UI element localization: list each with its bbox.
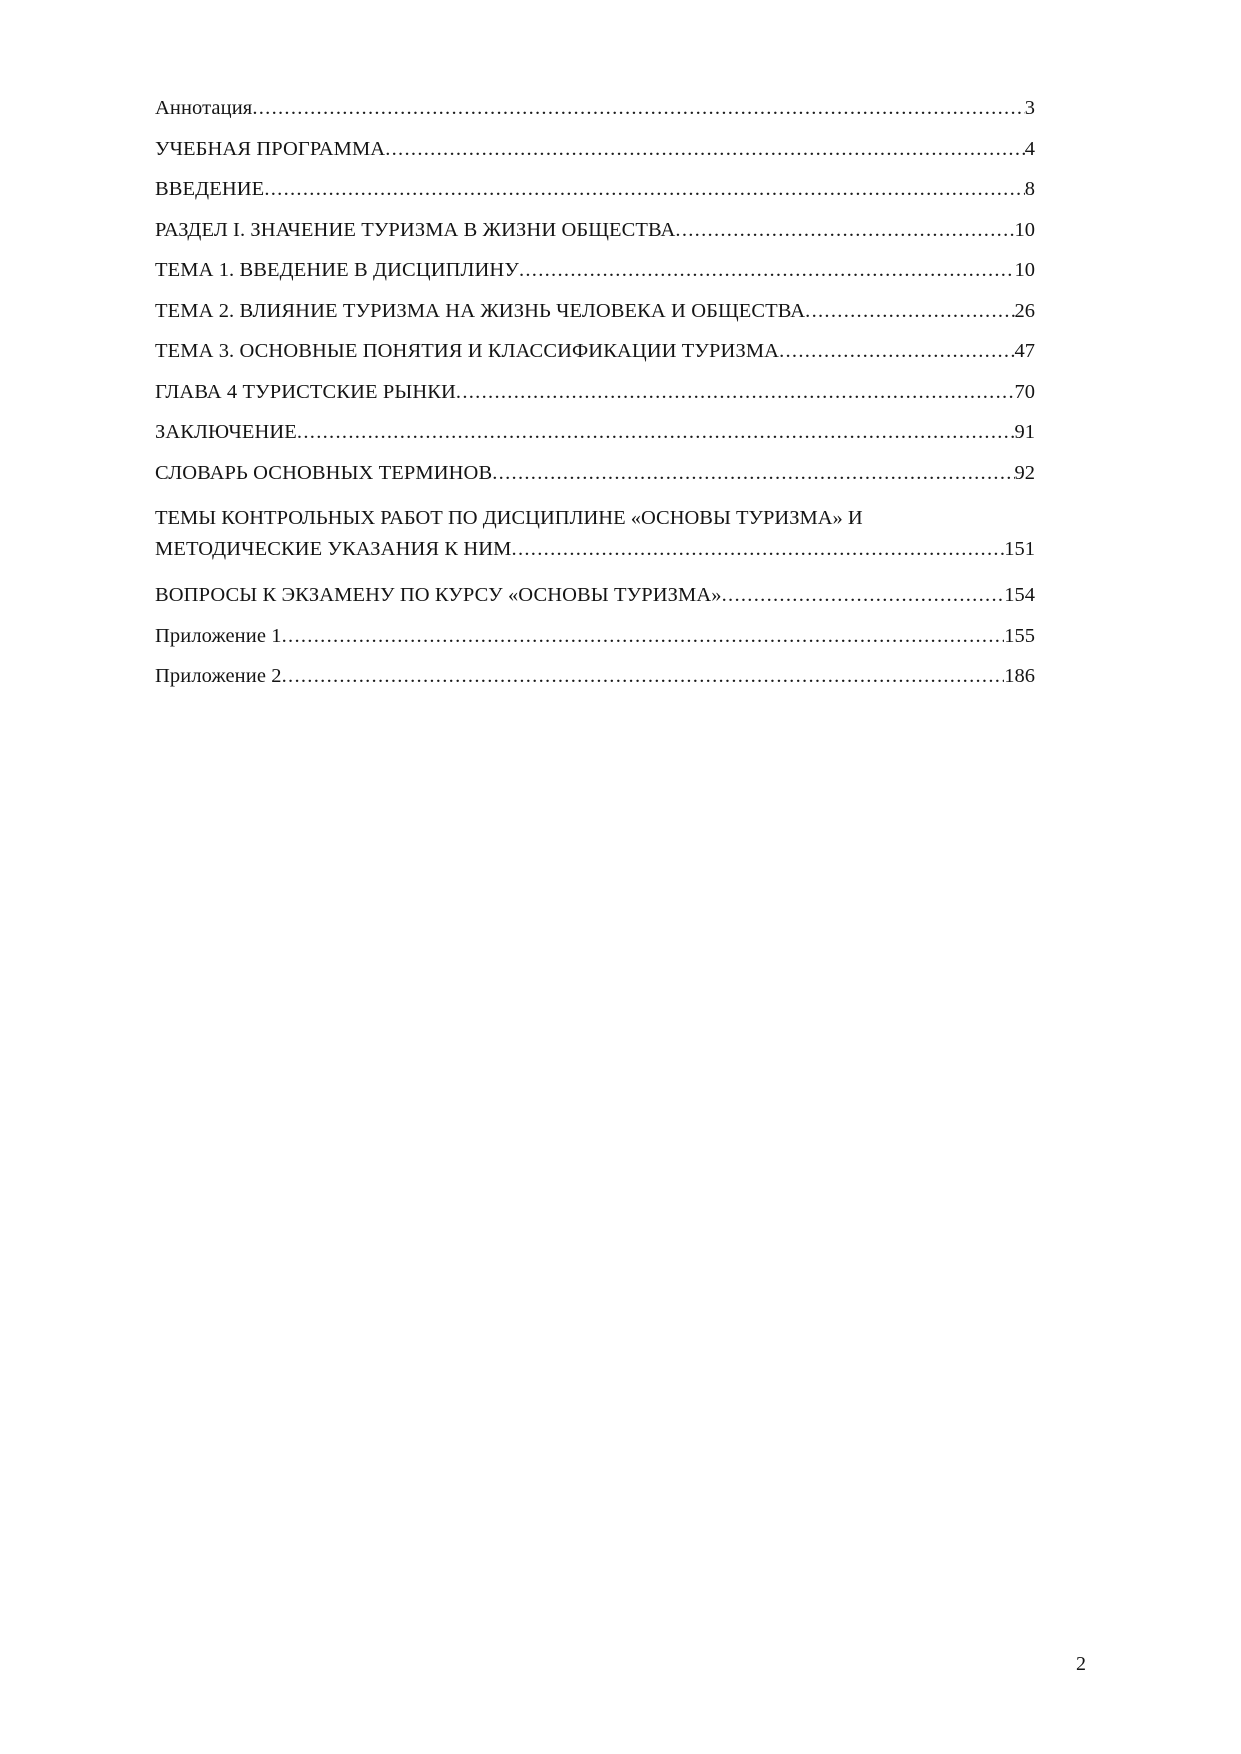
toc-entry-label: ВОПРОСЫ К ЭКЗАМЕНУ ПО КУРСУ «ОСНОВЫ ТУРИ… [155, 584, 722, 607]
toc-dot-leader: ........................................… [492, 462, 1014, 483]
toc-dot-leader: ........................................… [805, 300, 1014, 321]
toc-entry-label: ВВЕДЕНИЕ [155, 178, 265, 200]
toc-entry-label: ТЕМА 3. ОСНОВНЫЕ ПОНЯТИЯ И КЛАССИФИКАЦИИ… [155, 340, 780, 362]
toc-entry[interactable]: ТЕМЫ КОНТРОЛЬНЫХ РАБОТ ПО ДИСЦИПЛИНЕ «ОС… [155, 503, 1035, 565]
toc-dot-leader: ........................................… [511, 538, 1005, 561]
toc-entry[interactable]: ГЛАВА 4 ТУРИСТСКИЕ РЫНКИ ...............… [155, 380, 1036, 403]
toc-dot-leader: ........................................… [281, 666, 1005, 687]
toc-dot-leader: ........................................… [264, 179, 1024, 200]
toc-entry-label: ТЕМА 2. ВЛИЯНИЕ ТУРИЗМА НА ЖИЗНЬ ЧЕЛОВЕК… [155, 299, 806, 322]
toc-entry-page: 151 [1004, 538, 1035, 561]
toc-entry-page: 154 [1004, 584, 1035, 607]
toc-entry[interactable]: ТЕМА 2. ВЛИЯНИЕ ТУРИЗМА НА ЖИЗНЬ ЧЕЛОВЕК… [155, 299, 1036, 322]
toc-entry-page: 3 [1024, 97, 1035, 119]
toc-entry-label: Приложение 1 [155, 624, 282, 647]
toc-dot-leader: ........................................… [385, 138, 1025, 159]
toc-dot-leader: ........................................… [675, 219, 1014, 240]
toc-dot-leader: ........................................… [281, 625, 1005, 647]
toc-entry-label: ТЕМА 1. ВВЕДЕНИЕ В ДИСЦИПЛИНУ [155, 259, 519, 281]
toc-entry[interactable]: ТЕМА 1. ВВЕДЕНИЕ В ДИСЦИПЛИНУ ..........… [155, 260, 1035, 281]
toc-entry[interactable]: ВОПРОСЫ К ЭКЗАМЕНУ ПО КУРСУ «ОСНОВЫ ТУРИ… [155, 585, 1035, 606]
toc-entry[interactable]: Приложение 1 ...........................… [155, 626, 1035, 647]
toc-entry-page: 10 [1014, 259, 1036, 281]
toc-dot-leader: ........................................… [779, 341, 1014, 362]
toc-entry-page: 10 [1014, 218, 1036, 241]
toc-entry-page: 186 [1004, 665, 1035, 688]
toc-entry-label-line2: МЕТОДИЧЕСКИЕ УКАЗАНИЯ К НИМ [155, 538, 512, 561]
toc-entry-page: 70 [1014, 380, 1036, 403]
toc-entry-label: УЧЕБНАЯ ПРОГРАММА [155, 137, 386, 160]
toc-entry[interactable]: Приложение 2 ...........................… [155, 666, 1035, 687]
toc-entry[interactable]: ЗАКЛЮЧЕНИЕ .............................… [155, 422, 1035, 443]
toc-entry[interactable]: РАЗДЕЛ I. ЗНАЧЕНИЕ ТУРИЗМА В ЖИЗНИ ОБЩЕС… [155, 218, 1036, 241]
toc-dot-leader: ........................................… [252, 98, 1024, 119]
toc-entry-page: 47 [1014, 340, 1036, 362]
toc-dot-leader: ........................................… [296, 422, 1015, 443]
toc-entry[interactable]: ВВЕДЕНИЕ ...............................… [155, 179, 1035, 200]
toc-entry[interactable]: ТЕМА 3. ОСНОВНЫЕ ПОНЯТИЯ И КЛАССИФИКАЦИИ… [155, 341, 1035, 362]
toc-entry-label: РАЗДЕЛ I. ЗНАЧЕНИЕ ТУРИЗМА В ЖИЗНИ ОБЩЕС… [155, 218, 676, 241]
toc-entry-label: Аннотация [155, 97, 253, 119]
toc-entry-label: СЛОВАРЬ ОСНОВНЫХ ТЕРМИНОВ [155, 461, 493, 484]
toc-entry[interactable]: СЛОВАРЬ ОСНОВНЫХ ТЕРМИНОВ ..............… [155, 461, 1036, 484]
toc-entry-label-line1: ТЕМЫ КОНТРОЛЬНЫХ РАБОТ ПО ДИСЦИПЛИНЕ «ОС… [155, 507, 863, 529]
toc-dot-leader: ........................................… [455, 381, 1015, 402]
toc-entry[interactable]: Аннотация ..............................… [155, 98, 1035, 119]
toc-entry-label: ГЛАВА 4 ТУРИСТСКИЕ РЫНКИ [155, 380, 456, 403]
toc-entry-page: 155 [1004, 624, 1035, 647]
toc-dot-leader: ........................................… [721, 585, 1005, 606]
toc-entry-page: 92 [1014, 461, 1036, 484]
toc-entry-page: 4 [1024, 137, 1035, 160]
toc-entry[interactable]: УЧЕБНАЯ ПРОГРАММА ......................… [155, 137, 1035, 160]
toc-entry-label: ЗАКЛЮЧЕНИЕ [155, 421, 297, 443]
toc-entry-label: Приложение 2 [155, 665, 282, 688]
toc-dot-leader: ........................................… [518, 260, 1015, 281]
toc-entry-page: 91 [1014, 421, 1036, 443]
toc-entry-page: 26 [1014, 299, 1036, 322]
toc-entry-page: 8 [1024, 178, 1035, 200]
table-of-contents: Аннотация ..............................… [155, 98, 1035, 707]
page-folio-number: 2 [1076, 1653, 1086, 1675]
